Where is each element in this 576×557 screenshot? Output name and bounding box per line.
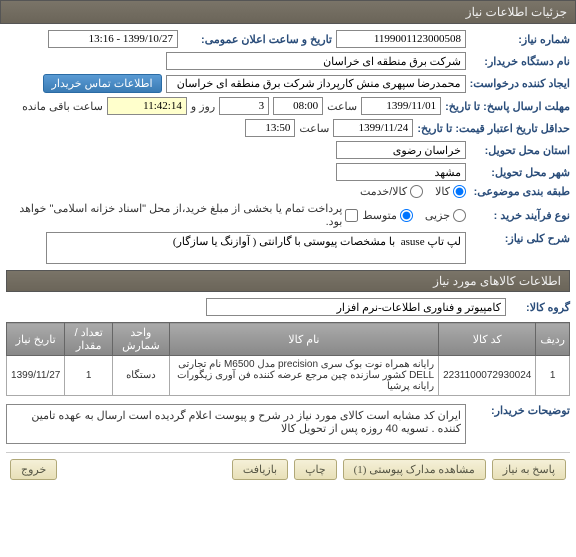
- time-remaining: [107, 97, 187, 115]
- th-name: نام کالا: [169, 323, 438, 356]
- deadline-send-label: مهلت ارسال پاسخ: تا تاریخ:: [445, 100, 570, 113]
- radio-low-label: جزیی: [425, 209, 450, 222]
- radio-low-input[interactable]: [453, 209, 466, 222]
- remain-label: ساعت باقی مانده: [22, 100, 103, 113]
- cell-date: 1399/11/27: [7, 356, 65, 396]
- th-code: کد کالا: [439, 323, 536, 356]
- announce-field: [48, 30, 178, 48]
- radio-service[interactable]: کالا/خدمت: [360, 185, 423, 198]
- items-table: ردیف کد کالا نام کالا واحد شمارش تعداد /…: [6, 322, 570, 396]
- partial-pay-checkbox[interactable]: پرداخت تمام یا بخشی از مبلغ خرید،از محل …: [6, 202, 358, 228]
- time-label-2: ساعت: [299, 122, 329, 135]
- radio-mid-input[interactable]: [400, 209, 413, 222]
- city-field: [336, 163, 466, 181]
- days-label: روز و: [191, 100, 215, 113]
- radio-service-input[interactable]: [410, 185, 423, 198]
- deadline-send-time: [273, 97, 323, 115]
- price-valid-date: [333, 119, 413, 137]
- items-section-header: اطلاعات کالاهای مورد نیاز: [6, 270, 570, 292]
- time-label-1: ساعت: [327, 100, 357, 113]
- process-label: نوع فرآیند خرید :: [470, 209, 570, 222]
- table-row: 1 2231100072930024 رایانه همراه نوت بوک …: [7, 356, 570, 396]
- buyer-org-field: [166, 52, 466, 70]
- radio-service-label: کالا/خدمت: [360, 185, 407, 198]
- radio-mid[interactable]: متوسط: [362, 209, 413, 222]
- attachments-button[interactable]: مشاهده مدارک پیوستی (1): [343, 459, 486, 480]
- need-number-label: شماره نیاز:: [470, 33, 570, 46]
- th-unit: واحد شمارش: [113, 323, 170, 356]
- window-titlebar: جزئیات اطلاعات نیاز: [0, 0, 576, 24]
- group-label: گروه کالا:: [510, 301, 570, 314]
- th-qty: تعداد / مقدار: [65, 323, 113, 356]
- contact-buyer-button[interactable]: اطلاعات تماس خریدار: [43, 74, 162, 93]
- summary-field: [46, 232, 466, 264]
- radio-kala-input[interactable]: [453, 185, 466, 198]
- price-valid-time: [245, 119, 295, 137]
- th-row: ردیف: [536, 323, 570, 356]
- partial-pay-input[interactable]: [345, 209, 358, 222]
- deadline-send-date: [361, 97, 441, 115]
- window-title: جزئیات اطلاعات نیاز: [466, 5, 567, 19]
- summary-label: شرح کلی نیاز:: [470, 232, 570, 245]
- refresh-button[interactable]: بازیافت: [232, 459, 288, 480]
- announce-label: تاریخ و ساعت اعلان عمومی:: [182, 33, 332, 46]
- city-label: شهر محل تحویل:: [470, 166, 570, 179]
- group-field: [206, 298, 506, 316]
- cell-qty: 1: [65, 356, 113, 396]
- exit-button[interactable]: خروج: [10, 459, 57, 480]
- creator-field: [166, 75, 466, 93]
- cell-unit: دستگاه: [113, 356, 170, 396]
- price-valid-label: حداقل تاریخ اعتبار قیمت: تا تاریخ:: [417, 122, 570, 135]
- buyer-org-label: نام دستگاه خریدار:: [470, 55, 570, 68]
- partial-pay-label: پرداخت تمام یا بخشی از مبلغ خرید،از محل …: [6, 202, 342, 228]
- budget-label: طبقه بندی موضوعی:: [470, 185, 570, 198]
- radio-mid-label: متوسط: [362, 209, 397, 222]
- respond-button[interactable]: پاسخ به نیاز: [492, 459, 566, 480]
- buyer-notes-label: توضیحات خریدار:: [470, 404, 570, 417]
- creator-label: ایجاد کننده درخواست:: [470, 77, 570, 90]
- province-label: استان محل تحویل:: [470, 144, 570, 157]
- province-field: [336, 141, 466, 159]
- cell-name: رایانه همراه نوت بوک سری precision مدل M…: [169, 356, 438, 396]
- cell-code: 2231100072930024: [439, 356, 536, 396]
- cell-row: 1: [536, 356, 570, 396]
- th-date: تاریخ نیاز: [7, 323, 65, 356]
- days-remaining: [219, 97, 269, 115]
- need-number-field: [336, 30, 466, 48]
- radio-kala[interactable]: کالا: [435, 185, 466, 198]
- radio-low[interactable]: جزیی: [425, 209, 466, 222]
- print-button[interactable]: چاپ: [294, 459, 337, 480]
- items-section-title: اطلاعات کالاهای مورد نیاز: [433, 274, 561, 288]
- buyer-notes-box: ایران کد مشابه است کالای مورد نیاز در شر…: [6, 404, 466, 444]
- radio-kala-label: کالا: [435, 185, 450, 198]
